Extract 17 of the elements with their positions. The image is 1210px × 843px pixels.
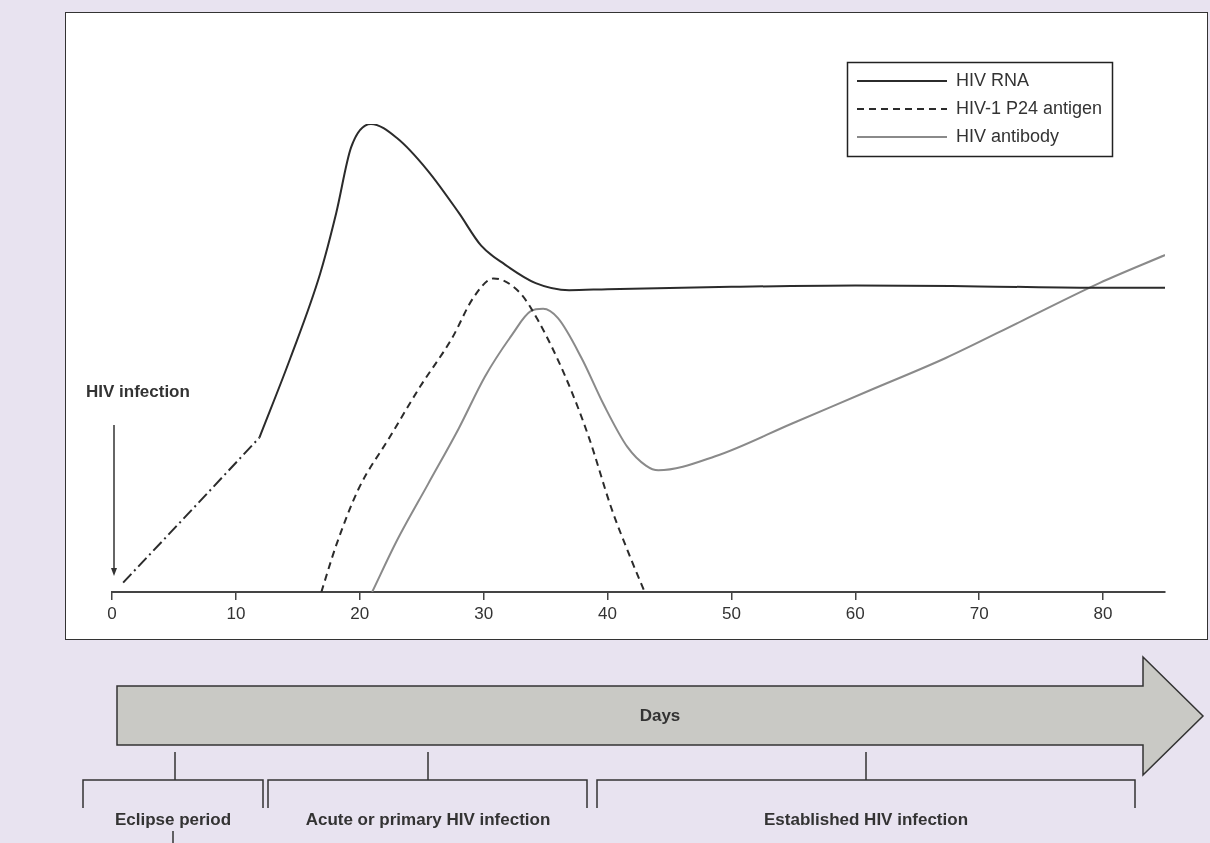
text: Established HIV infection — [763, 810, 969, 830]
x-tick-label: 40 — [598, 603, 617, 623]
legend-label: HIV antibody — [956, 125, 1060, 146]
x-tick-label: 0 — [107, 603, 117, 623]
x-tick-label: 70 — [969, 603, 989, 623]
x-tick-label: 50 — [721, 603, 741, 623]
x-tick-label: 10 — [226, 603, 246, 623]
annotation: HIV infection — [86, 381, 190, 401]
x-tick-label: 80 — [1093, 603, 1113, 623]
x-axis-title: Days — [639, 706, 681, 726]
text: Acute or primary HIV infection — [305, 810, 551, 830]
x-tick-label: 30 — [474, 603, 494, 623]
legend-label: HIV RNA — [956, 69, 1030, 90]
x-tick-label: 60 — [845, 603, 865, 623]
x-tick-label: 20 — [350, 603, 370, 623]
legend-label: HIV-1 P24 antigen — [956, 97, 1103, 118]
text: Eclipse period — [114, 810, 232, 830]
